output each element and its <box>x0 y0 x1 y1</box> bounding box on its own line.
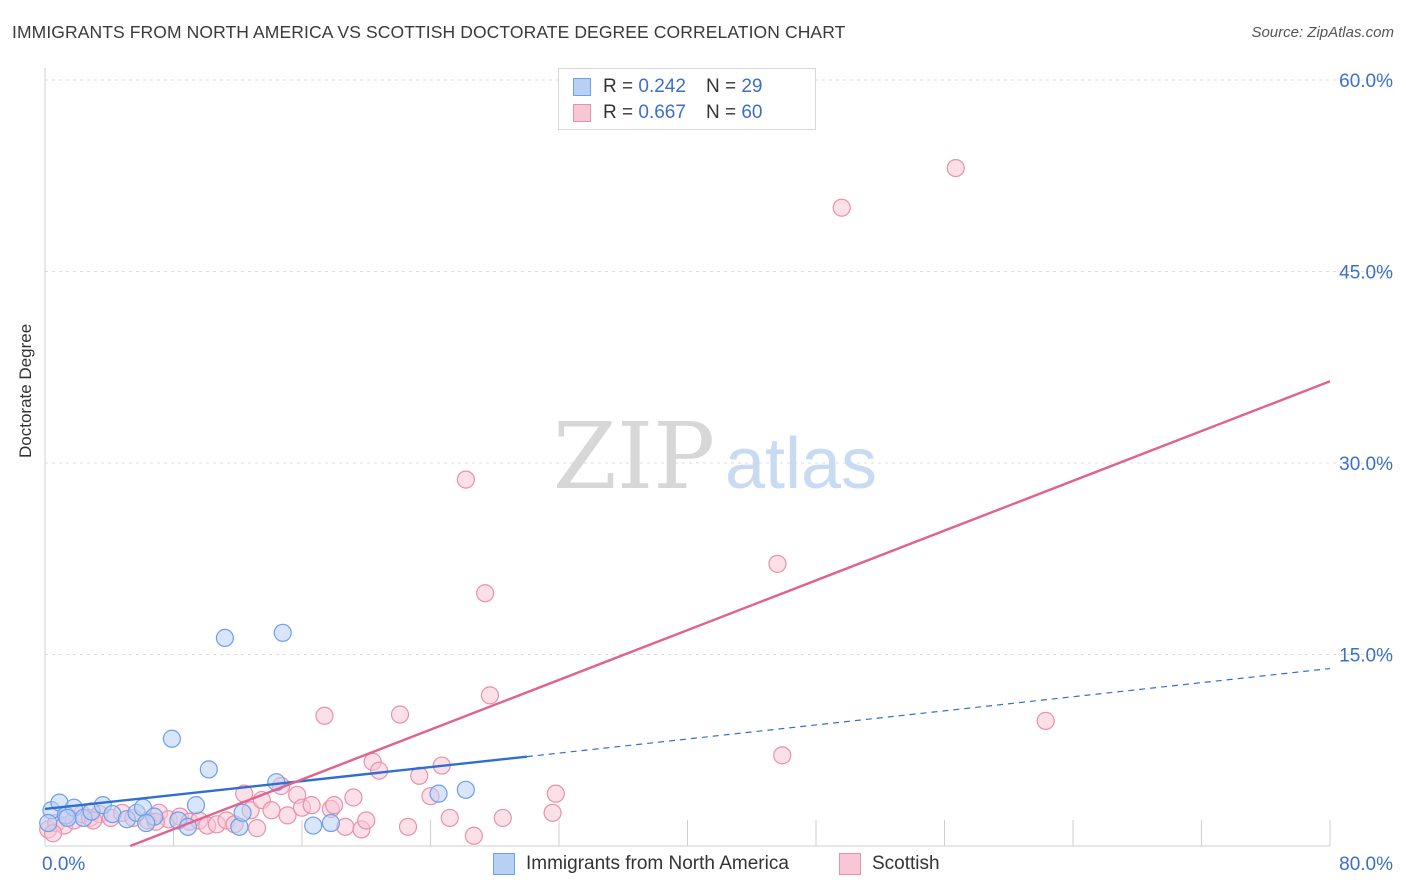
legend-n-label: N = <box>705 76 737 97</box>
point-scottish <box>370 761 389 780</box>
point-scottish <box>946 158 965 178</box>
point-scottish <box>543 803 562 822</box>
legend-r-value: 0.242 <box>638 76 686 97</box>
point-immigrants <box>199 760 218 779</box>
bottom-legend-label: Scottish <box>872 853 940 874</box>
trend-line-scottish <box>129 380 1331 848</box>
legend-n-value: 60 <box>741 102 763 123</box>
point-scottish <box>456 470 475 489</box>
point-scottish <box>480 686 500 705</box>
watermark: ZIP atlas <box>553 403 877 510</box>
bottom-legend-immigrants[interactable]: Immigrants from North America <box>493 850 789 878</box>
legend-r-value: 0.667 <box>638 102 686 123</box>
source-label: Source: ZipAtlas.com <box>1251 24 1394 41</box>
y-tick-label: 45.0% <box>1339 263 1393 284</box>
trend-line-immigrants <box>44 755 528 811</box>
y-tick-label: 30.0% <box>1339 454 1393 475</box>
point-scottish <box>247 819 267 838</box>
point-immigrants <box>58 808 77 828</box>
point-immigrants <box>429 784 448 803</box>
point-scottish <box>768 554 787 573</box>
legend-r-label: R = <box>603 76 634 97</box>
bottom-legend-swatch-immigrants <box>493 853 515 875</box>
point-immigrants <box>233 803 252 822</box>
legend-row-immigrants: R = 0.242 N = 29 <box>573 74 763 100</box>
legend-n-value: 29 <box>741 76 763 97</box>
y-axis-label: Doctorate Degree <box>16 323 35 458</box>
y-tick-label: 15.0% <box>1339 646 1393 667</box>
bottom-legend-label: Immigrants from North America <box>526 853 789 874</box>
point-immigrants <box>215 628 234 648</box>
legend-swatch-scottish <box>573 104 591 122</box>
point-immigrants <box>321 813 341 833</box>
point-scottish <box>398 817 418 836</box>
point-scottish <box>493 808 512 828</box>
point-immigrants <box>456 780 475 799</box>
watermark-zip: ZIP <box>553 403 715 510</box>
legend-row-scottish: R = 0.667 N = 60 <box>573 100 763 126</box>
x-tick-label: 0.0% <box>42 854 85 875</box>
point-immigrants <box>162 729 181 748</box>
point-immigrants <box>137 813 156 833</box>
bottom-legend-swatch-scottish <box>839 853 861 875</box>
point-scottish <box>464 826 483 845</box>
point-scottish <box>302 796 321 815</box>
legend-r-label: R = <box>603 102 634 123</box>
point-scottish <box>325 796 344 815</box>
watermark-atlas: atlas <box>725 424 877 504</box>
chart-title: IMMIGRANTS FROM NORTH AMERICA VS SCOTTIS… <box>12 22 846 42</box>
point-scottish <box>278 806 297 825</box>
point-scottish <box>773 746 792 765</box>
point-scottish <box>440 808 459 828</box>
legend-n-label: N = <box>705 102 737 123</box>
legend-box: R = 0.242 N = 29 R = 0.667 N = 60 <box>558 68 816 130</box>
bottom-legend-scottish[interactable]: Scottish <box>839 850 940 878</box>
point-scottish <box>546 784 565 803</box>
point-scottish <box>1036 711 1055 730</box>
legend-swatch-immigrants <box>573 78 591 96</box>
point-scottish <box>315 706 334 725</box>
point-scottish <box>344 788 363 807</box>
point-immigrants <box>39 813 58 833</box>
point-scottish <box>390 705 410 724</box>
point-immigrants <box>304 816 323 835</box>
point-scottish <box>262 801 281 820</box>
point-immigrants <box>186 796 206 815</box>
x-tick-label: 80.0% <box>1339 854 1393 875</box>
y-tick-label: 60.0% <box>1339 71 1393 92</box>
trend-line-immigrants-projection <box>526 667 1331 758</box>
point-immigrants <box>273 623 292 642</box>
point-scottish <box>476 584 495 603</box>
point-scottish <box>832 198 851 217</box>
point-scottish <box>357 811 376 830</box>
